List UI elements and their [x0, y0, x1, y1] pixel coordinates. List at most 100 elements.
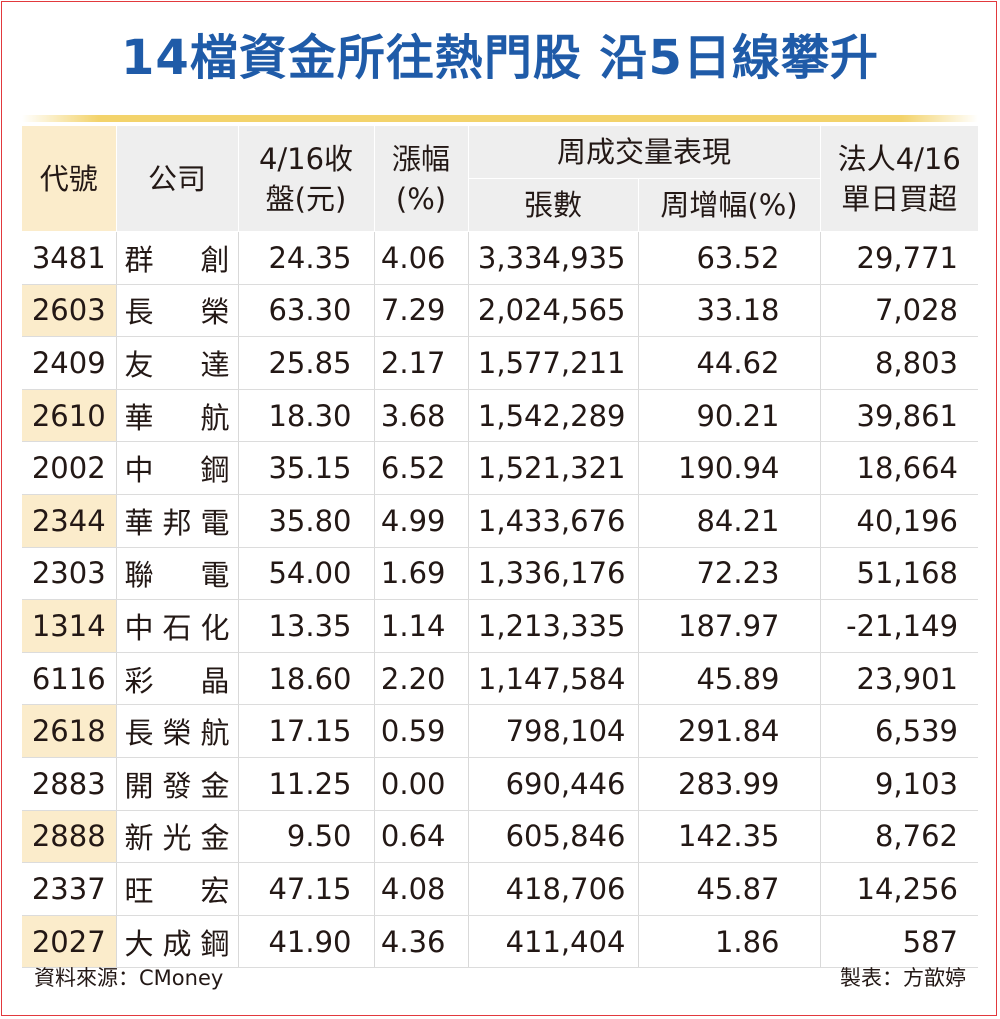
cell-inst-net-buy: 7,028 [819, 284, 979, 338]
cell-close: 18.30 [237, 389, 374, 443]
cell-inst-net-buy: 587 [819, 915, 979, 969]
cell-change: 2.17 [373, 336, 468, 390]
table-row: 2618 長榮航 17.15 0.59 798,104 291.84 6,539 [22, 704, 979, 758]
header-change: 漲幅 (%) [373, 126, 468, 232]
table-row: 2337 旺宏 47.15 4.08 418,706 45.87 14,256 [22, 862, 979, 916]
cell-company: 大成鋼 [115, 915, 238, 969]
cell-change: 3.68 [373, 389, 468, 443]
table-row: 1314 中石化 13.35 1.14 1,213,335 187.97 -21,149 [22, 599, 979, 653]
page-title: 14檔資金所往熱門股 沿5日線攀升 [121, 30, 879, 86]
cell-volume-lots: 1,542,289 [467, 389, 638, 443]
cell-change: 1.69 [373, 547, 468, 601]
cell-company: 新光金 [115, 810, 238, 864]
table-row: 2603 長榮 63.30 7.29 2,024,565 33.18 7,028 [22, 284, 979, 338]
header-volume-growth: 周增幅(%) [637, 178, 821, 232]
table-row: 6116 彩晶 18.60 2.20 1,147,584 45.89 23,901 [22, 652, 979, 706]
cell-company: 彩晶 [115, 652, 238, 706]
cell-code: 2883 [22, 757, 116, 811]
header-change-line2: (%) [395, 181, 447, 216]
cell-volume-growth: 187.97 [637, 599, 821, 653]
cell-inst-net-buy: 6,539 [819, 704, 979, 758]
table-row: 2883 開發金 11.25 0.00 690,446 283.99 9,103 [22, 757, 979, 811]
cell-close: 17.15 [237, 704, 374, 758]
cell-volume-lots: 418,706 [467, 862, 638, 916]
cell-company: 聯電 [115, 547, 238, 601]
cell-volume-lots: 2,024,565 [467, 284, 638, 338]
cell-volume-growth: 291.84 [637, 704, 821, 758]
cell-inst-net-buy: 40,196 [819, 494, 979, 548]
cell-volume-lots: 1,336,176 [467, 547, 638, 601]
header-volume-group: 周成交量表現 [467, 126, 821, 179]
cell-close: 25.85 [237, 336, 374, 390]
cell-change: 7.29 [373, 284, 468, 338]
cell-inst-net-buy: 29,771 [819, 231, 979, 285]
cell-inst-net-buy: 18,664 [819, 441, 979, 495]
cell-change: 2.20 [373, 652, 468, 706]
cell-volume-lots: 1,433,676 [467, 494, 638, 548]
table-row: 2409 友達 25.85 2.17 1,577,211 44.62 8,803 [22, 336, 979, 390]
cell-company: 華邦電 [115, 494, 238, 548]
cell-inst-net-buy: 39,861 [819, 389, 979, 443]
header-close-line2: 盤(元) [265, 181, 347, 216]
cell-inst-net-buy: 8,762 [819, 810, 979, 864]
cell-volume-growth: 33.18 [637, 284, 821, 338]
cell-close: 54.00 [237, 547, 374, 601]
cell-volume-lots: 1,213,335 [467, 599, 638, 653]
cell-change: 6.52 [373, 441, 468, 495]
cell-volume-growth: 1.86 [637, 915, 821, 969]
cell-company: 長榮航 [115, 704, 238, 758]
cell-close: 18.60 [237, 652, 374, 706]
cell-change: 4.99 [373, 494, 468, 548]
header-change-line1: 漲幅 [391, 141, 450, 176]
header-company: 公司 [115, 126, 238, 232]
cell-company: 中石化 [115, 599, 238, 653]
cell-volume-lots: 798,104 [467, 704, 638, 758]
cell-volume-lots: 1,577,211 [467, 336, 638, 390]
cell-code: 2603 [22, 284, 116, 338]
cell-inst-net-buy: 51,168 [819, 547, 979, 601]
cell-volume-growth: 84.21 [637, 494, 821, 548]
table-row: 2610 華航 18.30 3.68 1,542,289 90.21 39,861 [22, 389, 979, 443]
cell-code: 2888 [22, 810, 116, 864]
cell-code: 2610 [22, 389, 116, 443]
cell-volume-lots: 1,521,321 [467, 441, 638, 495]
cell-volume-growth: 190.94 [637, 441, 821, 495]
cell-code: 1314 [22, 599, 116, 653]
cell-change: 0.64 [373, 810, 468, 864]
cell-company: 旺宏 [115, 862, 238, 916]
header-inst-line1: 法人4/16 [837, 141, 961, 176]
cell-code: 2344 [22, 494, 116, 548]
cell-volume-growth: 90.21 [637, 389, 821, 443]
cell-code: 2337 [22, 862, 116, 916]
cell-volume-growth: 283.99 [637, 757, 821, 811]
cell-code: 2303 [22, 547, 116, 601]
cell-volume-lots: 411,404 [467, 915, 638, 969]
header-institutional: 法人4/16 單日買超 [819, 126, 979, 232]
title-underline [22, 115, 978, 122]
header-row-1: 代號 公司 4/16收 盤(元) 漲幅 (%) 周成交量表現 法人4/16 單日… [22, 126, 979, 232]
table-row: 3481 群創 24.35 4.06 3,334,935 63.52 29,771 [22, 231, 979, 285]
header-inst-line2: 單日買超 [841, 181, 958, 216]
cell-change: 1.14 [373, 599, 468, 653]
cell-close: 47.15 [237, 862, 374, 916]
table-body: 3481 群創 24.35 4.06 3,334,935 63.52 29,771 2603 長… [22, 231, 979, 969]
cell-volume-lots: 3,334,935 [467, 231, 638, 285]
cell-close: 35.15 [237, 441, 374, 495]
cell-change: 0.59 [373, 704, 468, 758]
cell-close: 35.80 [237, 494, 374, 548]
cell-code: 2409 [22, 336, 116, 390]
cell-inst-net-buy: 14,256 [819, 862, 979, 916]
cell-company: 華航 [115, 389, 238, 443]
header-close: 4/16收 盤(元) [237, 126, 374, 232]
source-note: 資料來源：CMoney [34, 966, 224, 990]
cell-company: 中鋼 [115, 441, 238, 495]
cell-volume-growth: 45.89 [637, 652, 821, 706]
cell-change: 0.00 [373, 757, 468, 811]
cell-volume-growth: 44.62 [637, 336, 821, 390]
cell-close: 9.50 [237, 810, 374, 864]
header-volume-lots: 張數 [467, 178, 638, 232]
header-code: 代號 [22, 126, 116, 232]
cell-company: 群創 [115, 231, 238, 285]
cell-code: 6116 [22, 652, 116, 706]
